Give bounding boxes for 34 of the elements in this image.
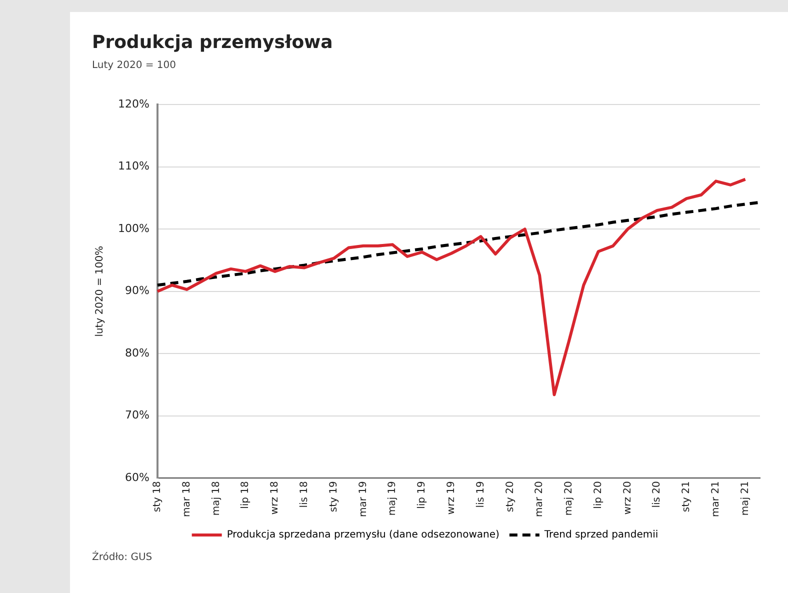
text: Źródło: GUS bbox=[92, 552, 152, 563]
y-tick-label: 120% bbox=[118, 97, 150, 110]
legend-label: Produkcja sprzedana przemysłu (dane odsezonowane) bbox=[226, 530, 500, 541]
x-tick-label: mar 19 bbox=[358, 481, 369, 518]
x-tick-label: maj 19 bbox=[387, 481, 398, 516]
x-tick-label: wrz 18 bbox=[270, 481, 281, 515]
x-tick-label: lip 20 bbox=[592, 481, 604, 509]
y-tick-label: 100% bbox=[118, 222, 150, 235]
x-tick-label: sty 20 bbox=[504, 481, 516, 512]
x-tick-label: sty 18 bbox=[152, 481, 164, 512]
x-tick-label: lip 18 bbox=[240, 481, 252, 509]
x-tick-label: lis 20 bbox=[652, 481, 663, 508]
x-tick-label: lis 19 bbox=[475, 481, 486, 508]
y-tick-label: 90% bbox=[124, 284, 150, 298]
x-tick-label: mar 21 bbox=[710, 481, 722, 518]
chart-title: Produkcja przemysłowa bbox=[92, 32, 333, 53]
x-tick-label: mar 18 bbox=[181, 481, 192, 518]
x-tick-label: lip 19 bbox=[416, 481, 428, 509]
x-tick-label: maj 18 bbox=[210, 481, 222, 516]
x-tick-label: lis 18 bbox=[299, 481, 310, 508]
legend-label: Trend sprzed pandemii bbox=[543, 530, 658, 541]
x-tick-label: sty 21 bbox=[681, 481, 692, 512]
chart-subtitle: Luty 2020 = 100 bbox=[92, 60, 176, 71]
x-tick-label: mar 20 bbox=[534, 481, 546, 518]
y-axis-title: luty 2020 = 100% bbox=[94, 246, 106, 337]
y-tick-label: 80% bbox=[124, 346, 150, 360]
y-tick-label: 110% bbox=[118, 160, 150, 173]
x-tick-label: maj 20 bbox=[564, 481, 575, 516]
y-tick-label: 70% bbox=[124, 408, 150, 422]
x-tick-label: wrz 19 bbox=[446, 481, 457, 515]
y-tick-label: 60% bbox=[124, 470, 150, 484]
x-tick-label: sty 19 bbox=[328, 481, 340, 512]
x-tick-label: maj 21 bbox=[740, 481, 751, 516]
x-tick-label: wrz 20 bbox=[622, 481, 634, 515]
